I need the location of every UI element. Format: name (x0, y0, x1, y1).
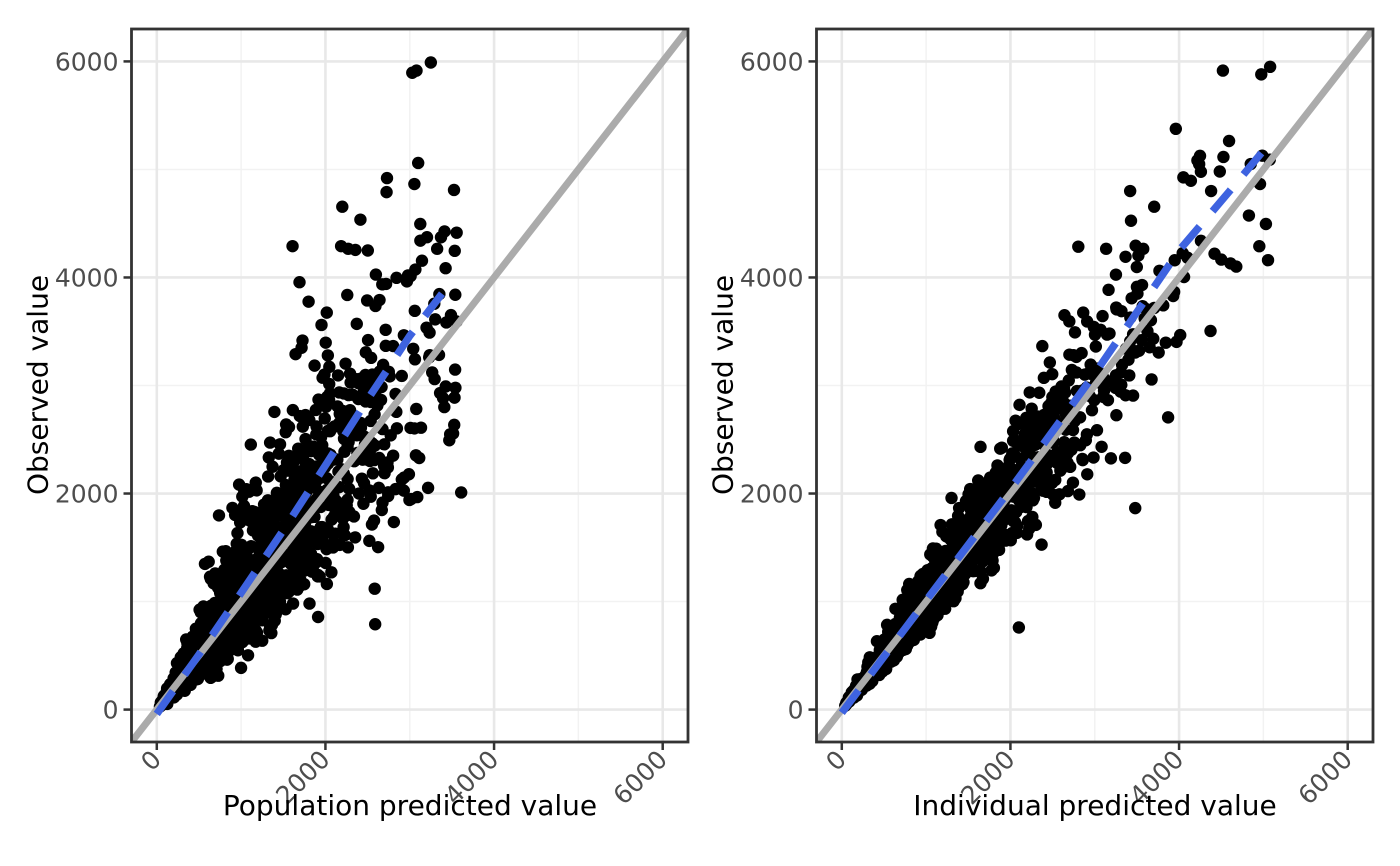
right-x-tick-label: 6000 (1292, 745, 1357, 810)
left-x-tick-label: 6000 (607, 745, 672, 810)
left-y-tick-label: 2000 (55, 480, 119, 509)
right-y-tick-label: 2000 (740, 480, 804, 509)
right-panel-border (815, 27, 1375, 744)
right-x-tick-label: 0 (820, 745, 852, 777)
right-y-tick-label: 6000 (740, 47, 804, 76)
right-gridlines (816, 29, 1373, 742)
right-y-tick-label: 4000 (740, 263, 804, 292)
x-axis-title-left: Population predicted value (222, 789, 598, 822)
left-y-tick-label: 4000 (55, 263, 119, 292)
left-y-tick-label: 6000 (55, 47, 119, 76)
x-axis-title-right: Individual predicted value (913, 789, 1277, 822)
right-smooth-line (838, 142, 1272, 716)
left-x-tick-label: 0 (135, 745, 167, 777)
y-axis-title-left: Observed value (21, 274, 55, 496)
y-axis-title-right: Observed value (706, 274, 740, 496)
left-panel-border (130, 27, 690, 744)
left-smooth-line (153, 276, 457, 717)
left-y-tick-label: 0 (103, 696, 119, 725)
right-y-tick-label: 0 (788, 696, 804, 725)
